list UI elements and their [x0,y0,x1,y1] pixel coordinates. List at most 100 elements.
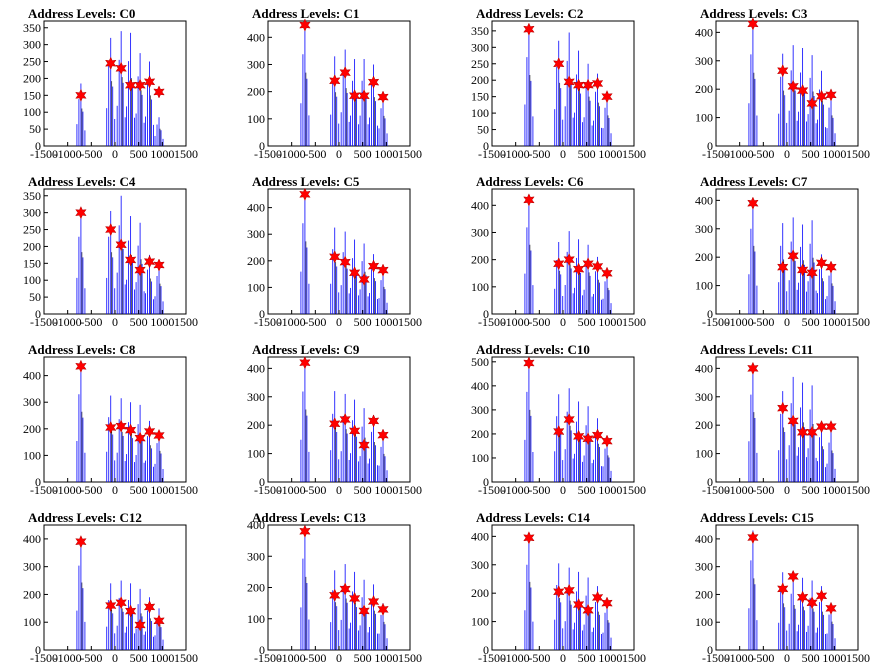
chart-svg: 0 100 200 300 400 -1500-1000-500 0 500 1000 1500 [247,356,422,497]
marker-star [553,585,565,599]
y-tick-label: 100 [247,612,265,626]
x-tick-label: -1000 [278,651,306,665]
bar [350,239,360,314]
x-tick-label: 1500 [846,651,870,665]
y-tick-label: 100 [23,448,41,462]
x-tick-label: 500 [354,651,372,665]
bar [593,256,602,314]
marker-star [777,401,789,415]
x-tick-label: -1500 [478,147,506,161]
x-tick-label: -1500 [478,315,506,329]
y-tick-label: 300 [695,390,713,404]
y-tick-label: 300 [23,395,41,409]
marker-star [75,206,87,220]
marker-star [153,85,165,99]
x-tick-label: 0 [784,315,790,329]
y-tick-label: 400 [247,30,265,44]
y-tick-label: 400 [695,361,713,375]
x-tick-label: -1500 [30,315,58,329]
y-tick-label: 150 [23,256,41,270]
chart-panel-5: Address Levels: C5 0 100 200 300 400 -1500 -100… [224,168,448,336]
bar [350,399,360,482]
chart-title: Address Levels: C0 [28,6,136,21]
y-tick-label: 400 [23,369,41,383]
marker-star [329,250,341,264]
y-tick-label: 300 [247,57,265,71]
bar [602,95,612,146]
x-tick-label: 0 [336,315,342,329]
y-tick-label: 150 [23,88,41,102]
y-tick-label: 250 [23,223,41,237]
bar [554,563,564,650]
y-tick-label: 300 [471,558,489,572]
bar [116,398,126,482]
y-tick-label: 100 [471,280,489,294]
chart-panel-15: Address Levels: C15 0 100 200 300 400 -1500 -10… [672,504,896,672]
y-tick-label: 200 [247,85,265,99]
y-tick-label: 200 [471,586,489,600]
bar [330,570,340,650]
bar [564,567,574,650]
marker-star [572,597,585,612]
y-tick-label: 300 [23,206,41,220]
y-tick-label: 250 [23,55,41,69]
x-tick-label: 500 [802,483,820,497]
marker-star [105,222,117,237]
marker-star [806,596,818,610]
x-tick-label: 0 [112,315,118,329]
x-tick-label: -1500 [30,651,58,665]
x-tick-label: -500 [304,651,326,665]
x-tick-label: 1000 [598,147,622,161]
marker-star [329,74,341,88]
y-tick-label: 400 [247,361,265,375]
y-tick-label: 100 [247,112,265,126]
x-tick-label: -1500 [478,651,506,665]
y-tick-label: 50 [29,290,41,304]
marker-star [553,57,565,71]
marker-star [796,263,809,277]
y-tick-label: 100 [247,447,265,461]
marker-star [299,356,311,370]
bar [106,37,116,146]
marker-star [787,79,799,93]
y-tick-label: 200 [471,73,489,87]
x-tick-label: 1000 [374,315,398,329]
marker-star [825,260,837,274]
marker-star [563,75,575,89]
y-tick-label: 200 [695,587,713,601]
x-tick-label: 0 [560,147,566,161]
x-tick-label: -500 [304,483,326,497]
chart-panel-13: Address Levels: C13 0 100 200 300 400 -1500 -10… [224,504,448,672]
bar [583,63,593,146]
x-tick-label: -1000 [54,147,82,161]
marker-star [601,266,613,280]
x-tick-label: -500 [304,315,326,329]
bar [554,394,564,482]
marker-star [329,417,341,431]
x-tick-label: 0 [336,147,342,161]
y-tick-label: 350 [23,189,41,203]
y-tick-label: 0 [35,307,41,321]
bar [300,192,310,314]
bar [300,528,310,650]
bar [748,365,758,482]
x-tick-label: 1500 [846,315,870,329]
marker-star [339,255,351,269]
marker-star [348,424,361,438]
x-tick-label: 1000 [598,315,622,329]
x-tick-label: -500 [752,651,774,665]
x-tick-label: -500 [528,651,550,665]
marker-star [563,253,575,267]
bar [593,586,602,650]
x-tick-label: -500 [752,483,774,497]
x-tick-label: -1500 [478,483,506,497]
x-tick-label: 1000 [822,315,846,329]
marker-star [75,535,87,549]
marker-star [787,249,799,263]
x-tick-label: 500 [578,651,596,665]
bar [788,45,798,146]
x-tick-label: 1500 [846,483,870,497]
marker-star [124,253,137,267]
